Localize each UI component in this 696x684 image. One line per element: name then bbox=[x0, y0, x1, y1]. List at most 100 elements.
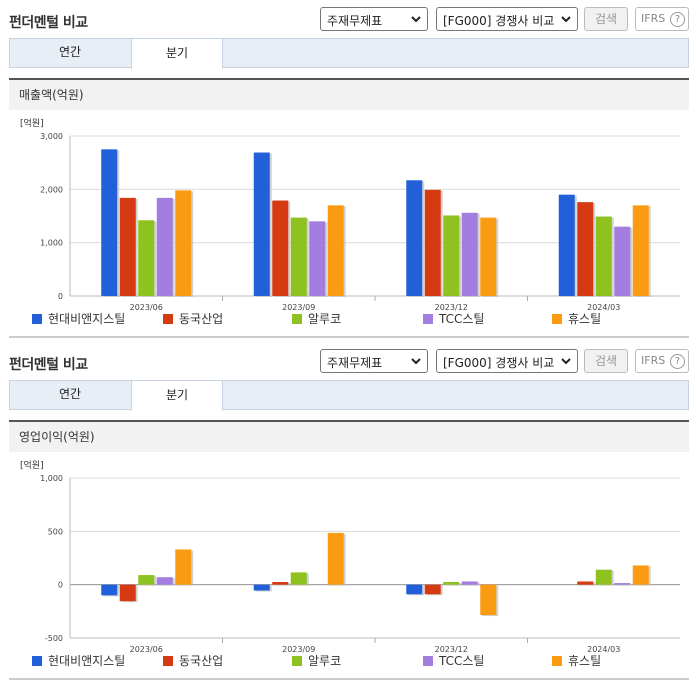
y-tick-label: 0 bbox=[58, 581, 63, 590]
bar bbox=[461, 212, 478, 296]
bar bbox=[443, 582, 460, 585]
bar bbox=[614, 583, 631, 585]
panel-header: 펀더멘털 비교 주재무제표 [FG000] 경쟁사 비교 검색 IFRS ? bbox=[0, 342, 696, 380]
peer-group-select[interactable]: [FG000] 경쟁사 비교 bbox=[436, 349, 578, 373]
legend-label: 알루코 bbox=[308, 312, 341, 326]
bar bbox=[253, 152, 270, 296]
help-icon[interactable]: ? bbox=[670, 354, 685, 369]
bar bbox=[272, 200, 289, 296]
unit-label: [억원] bbox=[20, 459, 44, 471]
x-tick-label: 2023/12 bbox=[435, 645, 468, 654]
peer-group-value: [FG000] 경쟁사 비교 bbox=[443, 14, 555, 28]
bar bbox=[424, 189, 441, 296]
chart-frame bbox=[9, 452, 689, 680]
statement-type-value: 주재무제표 bbox=[327, 356, 383, 370]
bar bbox=[632, 205, 649, 296]
chevron-down-icon bbox=[411, 16, 421, 23]
bar bbox=[309, 221, 326, 296]
chart-frame bbox=[9, 110, 689, 338]
statement-type-select[interactable]: 주재무제표 bbox=[320, 349, 428, 373]
bar bbox=[327, 532, 344, 585]
bar bbox=[175, 549, 192, 585]
chevron-down-icon bbox=[411, 358, 421, 365]
legend-label: 현대비앤지스틸 bbox=[48, 312, 125, 326]
bar bbox=[406, 584, 423, 595]
bar bbox=[156, 197, 173, 296]
fundamental-panel-operating-profit: 펀더멘털 비교 주재무제표 [FG000] 경쟁사 비교 검색 IFRS ? 연… bbox=[0, 342, 696, 684]
ifrs-button[interactable]: IFRS ? bbox=[635, 7, 689, 31]
legend-swatch bbox=[423, 656, 433, 666]
y-tick-label: 500 bbox=[48, 527, 63, 536]
legend-label: 현대비앤지스틸 bbox=[48, 654, 125, 668]
bar bbox=[406, 180, 423, 296]
x-tick-label: 2023/09 bbox=[282, 303, 315, 312]
bar bbox=[119, 584, 136, 602]
y-tick-label: 2,000 bbox=[40, 185, 63, 194]
bar bbox=[577, 581, 594, 585]
peer-group-value: [FG000] 경쟁사 비교 bbox=[443, 356, 555, 370]
bar bbox=[101, 149, 118, 296]
tab-quarterly[interactable]: 분기 bbox=[131, 380, 223, 411]
x-tick-label: 2023/09 bbox=[282, 645, 315, 654]
legend-label: 동국산업 bbox=[179, 312, 223, 326]
bar bbox=[272, 582, 289, 585]
chevron-down-icon bbox=[561, 16, 571, 23]
ifrs-label: IFRS bbox=[641, 354, 666, 367]
tab-quarterly[interactable]: 분기 bbox=[131, 38, 223, 69]
ifrs-label: IFRS bbox=[641, 12, 666, 25]
period-tabs: 연간 분기 bbox=[9, 380, 689, 411]
peer-group-select[interactable]: [FG000] 경쟁사 비교 bbox=[436, 7, 578, 31]
bar bbox=[461, 581, 478, 585]
operating-profit-bar-chart: [억원] -500 0 500 1,000 2023/06 2023/09 2023/12 20… bbox=[20, 459, 680, 668]
bar bbox=[138, 575, 155, 585]
panel-header: 펀더멘털 비교 주재무제표 [FG000] 경쟁사 비교 검색 IFRS ? bbox=[0, 0, 696, 38]
bar bbox=[577, 202, 594, 296]
legend-swatch bbox=[163, 656, 173, 666]
bar bbox=[119, 197, 136, 296]
statement-type-select[interactable]: 주재무제표 bbox=[320, 7, 428, 31]
bar bbox=[290, 572, 307, 585]
legend-label: TCC스틸 bbox=[438, 312, 484, 326]
bar bbox=[327, 205, 344, 296]
bar bbox=[595, 216, 612, 296]
legend-swatch bbox=[292, 314, 302, 324]
x-tick-label: 2023/06 bbox=[130, 303, 163, 312]
legend-label: 휴스틸 bbox=[568, 654, 601, 668]
y-tick-label: -500 bbox=[45, 634, 63, 643]
x-tick-label: 2023/06 bbox=[130, 645, 163, 654]
bar bbox=[253, 584, 270, 591]
legend-label: 휴스틸 bbox=[568, 312, 601, 326]
legend-swatch bbox=[552, 314, 562, 324]
legend-swatch bbox=[552, 656, 562, 666]
bar bbox=[424, 584, 441, 595]
tab-annual[interactable]: 연간 bbox=[58, 45, 82, 59]
revenue-bar-chart: [억원] 0 1,000 2,000 3,000 2023/06 2023/09 2023/1… bbox=[20, 117, 680, 326]
y-tick-label: 1,000 bbox=[40, 239, 63, 248]
legend-label: TCC스틸 bbox=[438, 654, 484, 668]
search-button[interactable]: 검색 bbox=[584, 349, 628, 373]
bar bbox=[443, 215, 460, 296]
unit-label: [억원] bbox=[20, 117, 44, 129]
bar bbox=[480, 217, 497, 296]
bar bbox=[101, 584, 118, 596]
bar bbox=[558, 194, 575, 296]
legend-swatch bbox=[292, 656, 302, 666]
bar bbox=[632, 565, 649, 585]
bar bbox=[290, 217, 307, 296]
legend-swatch bbox=[32, 314, 42, 324]
period-tabs: 연간 분기 bbox=[9, 38, 689, 69]
legend-label: 알루코 bbox=[308, 654, 341, 668]
legend-label: 동국산업 bbox=[179, 654, 223, 668]
x-tick-label: 2024/03 bbox=[587, 645, 620, 654]
chart-subtitle: 매출액(억원) bbox=[9, 78, 689, 110]
x-tick-label: 2023/12 bbox=[435, 303, 468, 312]
tab-annual[interactable]: 연간 bbox=[58, 387, 82, 401]
search-button[interactable]: 검색 bbox=[584, 7, 628, 31]
bar bbox=[156, 577, 173, 585]
bar bbox=[614, 226, 631, 296]
ifrs-button[interactable]: IFRS ? bbox=[635, 349, 689, 373]
y-tick-label: 1,000 bbox=[40, 474, 63, 483]
help-icon[interactable]: ? bbox=[670, 12, 685, 27]
chevron-down-icon bbox=[561, 358, 571, 365]
y-tick-label: 0 bbox=[58, 292, 63, 301]
